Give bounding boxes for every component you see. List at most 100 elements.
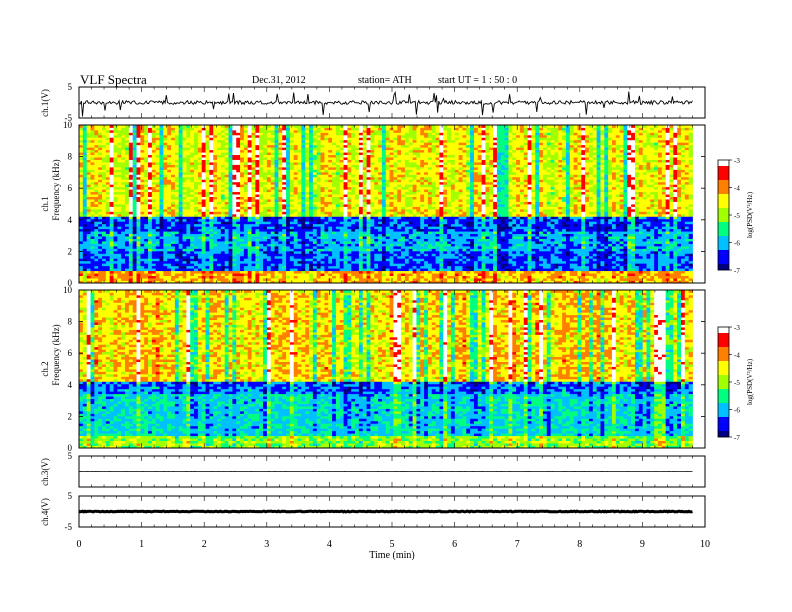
spectrogram-cell (289, 275, 295, 279)
spectrogram-cell (94, 263, 99, 267)
spectrogram-cell (270, 255, 275, 259)
spectrogram-cell (182, 216, 187, 220)
spectrogram-cell (631, 248, 636, 252)
spectrogram-cell (370, 213, 375, 217)
spectrogram-cell (90, 223, 95, 227)
spectrogram-cell (650, 255, 655, 259)
spectrogram-cell (125, 228, 130, 232)
spectrogram-cell (117, 278, 122, 281)
spectrogram-cell (163, 226, 168, 230)
spectrogram-cell (634, 223, 640, 227)
spectrogram-cell (148, 231, 153, 235)
spectrogram-cell (669, 213, 674, 217)
spectrogram-cell (504, 223, 509, 227)
spectrogram-cell (646, 218, 651, 222)
spectrogram-cell (439, 221, 444, 225)
spectrogram-cell (562, 260, 567, 264)
spectrogram-cell (654, 223, 659, 227)
spectrogram-cell (339, 278, 344, 281)
spectrogram-cell (680, 248, 686, 252)
spectrogram-cell (305, 268, 310, 272)
spectrogram-cell (232, 263, 237, 267)
spectrogram-cell (117, 223, 122, 227)
spectrogram-cell (408, 263, 413, 267)
spectrogram-cell (86, 231, 91, 235)
spectrogram-cell (665, 243, 670, 247)
spectrogram-cell (174, 206, 180, 210)
spectrogram-cell (247, 263, 252, 267)
spectrogram-cell (140, 268, 145, 272)
spectrogram-cell (619, 245, 624, 249)
spectrogram-cell (209, 231, 214, 235)
spectrogram-cell (151, 213, 157, 217)
spectrogram-cell (144, 268, 149, 272)
spectrogram-cell (113, 221, 118, 225)
spectrogram-cell (316, 228, 321, 232)
spectrogram-cell (117, 250, 122, 254)
spectrogram-cell (412, 226, 417, 230)
spectrogram-cell (98, 270, 103, 274)
spectrogram-cell (251, 273, 256, 276)
spectrogram-cell (466, 206, 471, 210)
spectrogram-cell (531, 228, 536, 232)
spectrogram-cell (335, 260, 341, 264)
spectrogram-cell (665, 218, 670, 222)
spectrogram-cell (305, 263, 310, 267)
spectrogram-cell (174, 273, 180, 276)
spectrogram-cell (646, 253, 651, 257)
spectrogram-cell (186, 273, 191, 276)
spectrogram-cell (424, 265, 429, 269)
spectrogram-cell (650, 218, 655, 222)
spectrogram-cell (263, 216, 268, 220)
spectrogram-cell (565, 268, 571, 272)
spectrogram-cell (450, 211, 456, 215)
spectrogram-cell (324, 208, 329, 212)
spectrogram-cell (316, 263, 321, 267)
spectrogram-cell (470, 258, 475, 262)
spectrogram-cell (542, 231, 548, 235)
spectrogram-cell (631, 253, 636, 257)
spectrogram-cell (82, 255, 88, 259)
spectrogram-cell (201, 268, 206, 272)
spectrogram-cell (473, 216, 479, 220)
spectrogram-cell (604, 245, 609, 249)
spectrogram-cell (102, 258, 107, 262)
spectrogram-cell (424, 206, 429, 210)
spectrogram-cell (182, 255, 187, 259)
spectrogram-cell (339, 221, 344, 225)
spectrogram-cell (447, 218, 452, 222)
spectrogram-cell (201, 248, 206, 252)
spectrogram-cell (94, 204, 99, 207)
spectrogram-cell (657, 233, 663, 237)
spectrogram-cell (155, 278, 160, 281)
spectrogram-cell (263, 245, 268, 249)
spectrogram-cell (247, 273, 252, 276)
spectrogram-cell (573, 218, 578, 222)
spectrogram-cell (447, 255, 452, 259)
spectrogram-cell (389, 233, 394, 237)
ch1-waveform-ytick-top: 5 (68, 82, 73, 92)
spectrogram-cell (155, 273, 160, 276)
spectrogram-cell (431, 213, 436, 217)
spectrogram-cell (90, 206, 95, 210)
spectrogram-cell (247, 250, 252, 254)
spectrogram-cell (550, 208, 555, 212)
spectrogram-cell (596, 265, 601, 269)
spectrogram-cell (86, 223, 91, 227)
spectrogram-cell (236, 275, 241, 279)
spectrogram-cell (654, 245, 659, 249)
spectrogram-cell (420, 226, 425, 230)
spectrogram-cell (293, 248, 298, 252)
spectrogram-cell (86, 211, 91, 215)
spectrogram-cell (504, 263, 509, 267)
spectrogram-cell (259, 213, 264, 217)
spectrogram-cell (447, 270, 452, 274)
spectrogram-cell (404, 245, 410, 249)
spectrogram-cell (577, 250, 582, 254)
spectrogram-cell (619, 206, 624, 210)
spectrogram-cell (500, 233, 505, 237)
spectrogram-cell (378, 206, 383, 210)
spectrogram-cell (194, 248, 199, 252)
spectrogram-cell (447, 265, 452, 269)
spectrogram-cell (569, 268, 575, 272)
